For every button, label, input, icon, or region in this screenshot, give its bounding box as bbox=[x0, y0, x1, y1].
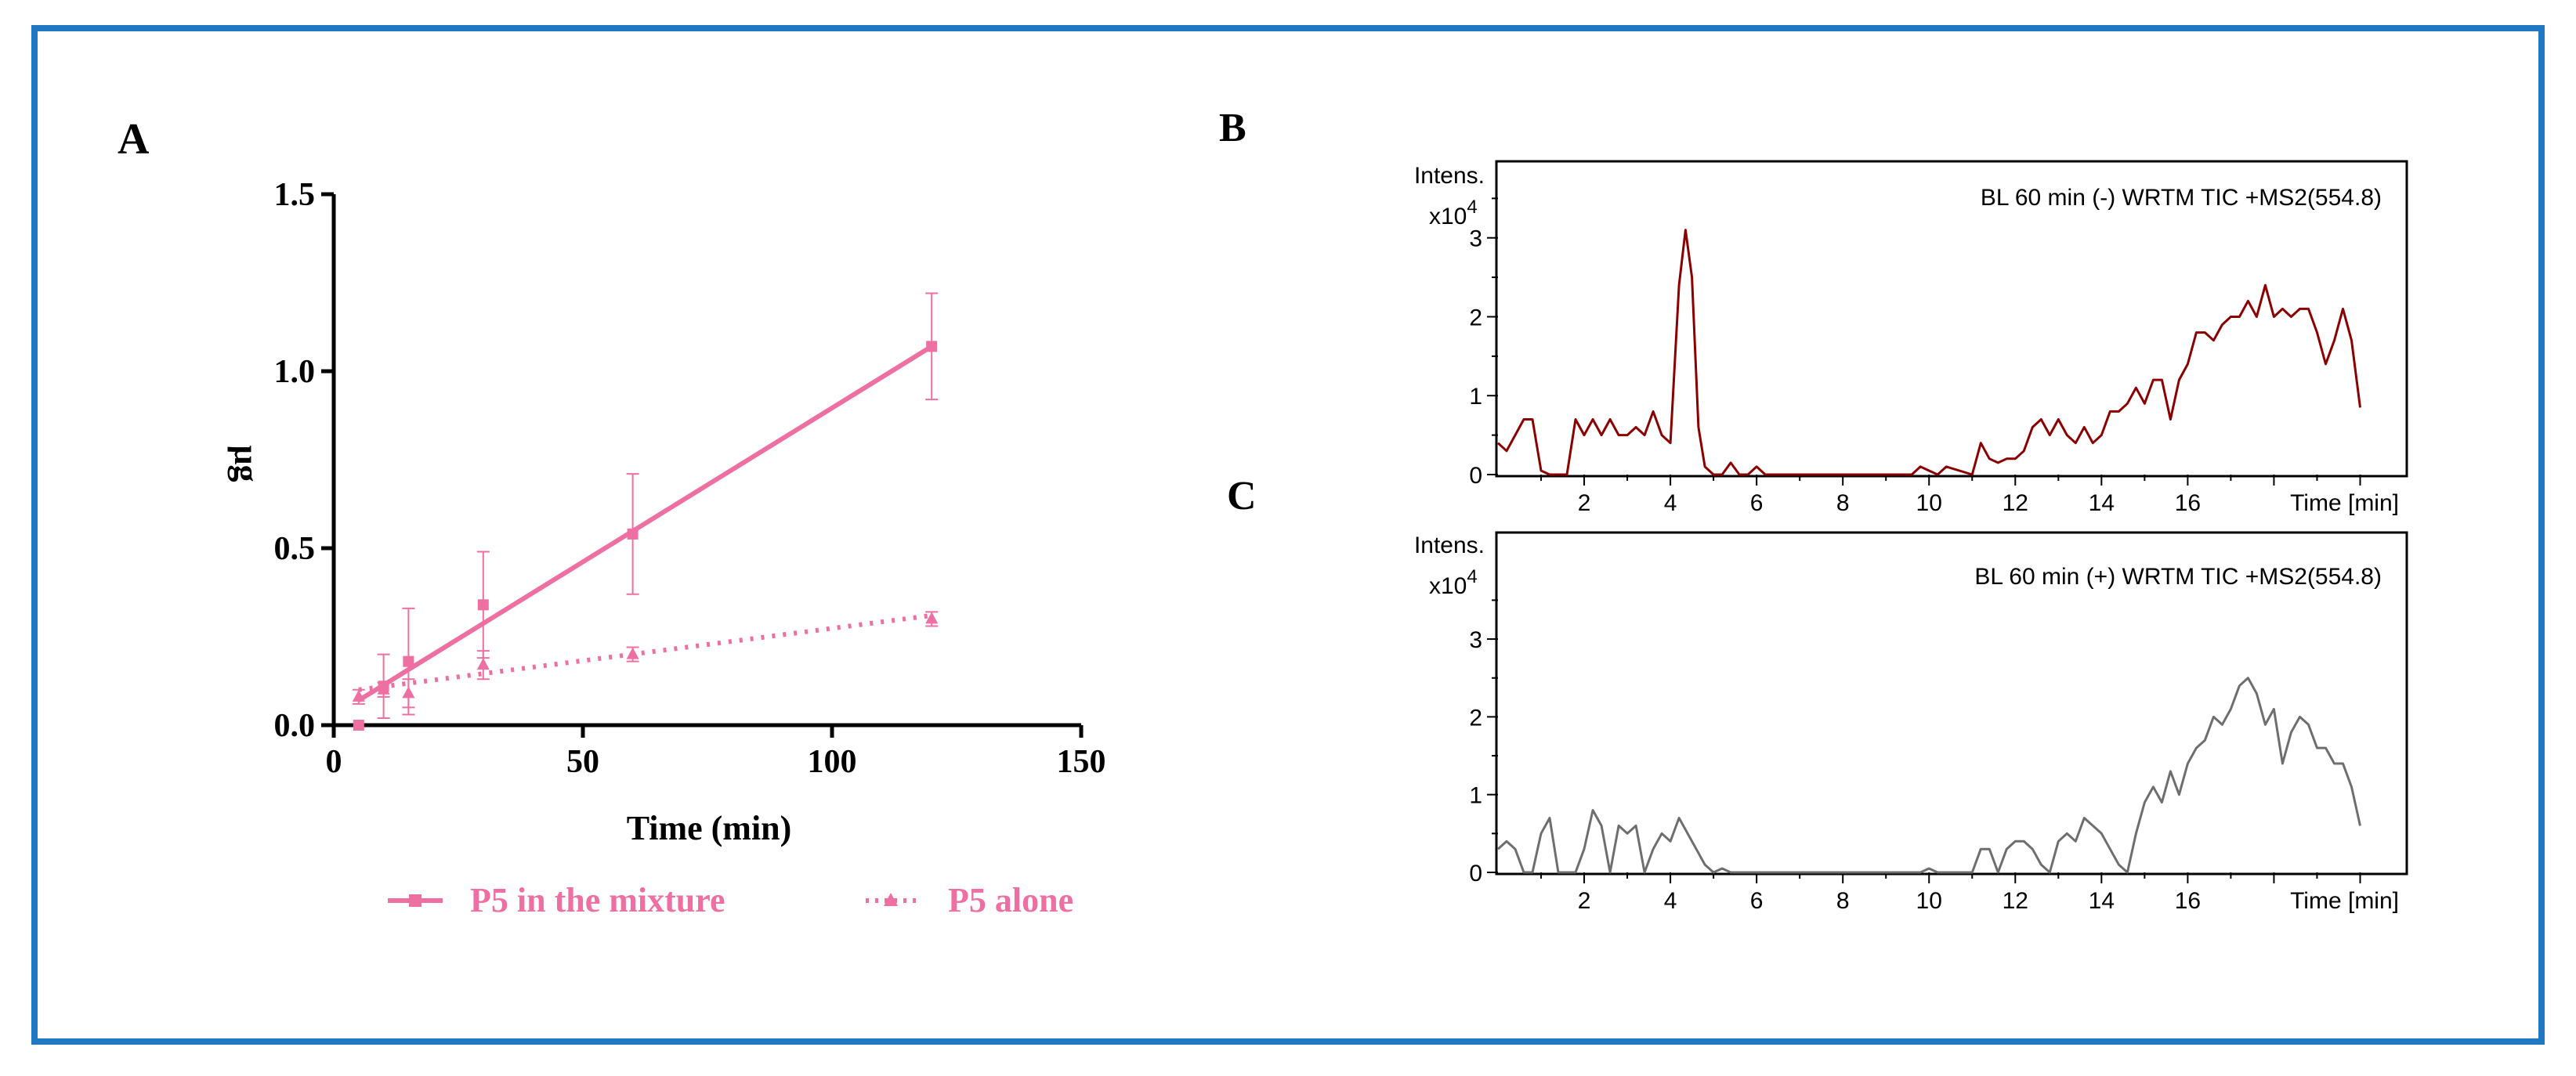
chart-a-point-alone bbox=[476, 658, 490, 670]
chart-c-xtick-label: 10 bbox=[1916, 888, 1942, 914]
chart-a-xtick-label: 100 bbox=[808, 744, 857, 780]
chart-c-ytick-label: 3 bbox=[1469, 627, 1482, 653]
chart-b-ytick-label: 2 bbox=[1469, 305, 1482, 330]
chart-a-point-mixture bbox=[627, 528, 639, 540]
chart-b-intens-label: Intens. bbox=[1414, 163, 1485, 189]
chart-a-point-mixture bbox=[353, 720, 364, 731]
chart-b-xtick-label: 8 bbox=[1836, 490, 1850, 516]
panel-label-c: C bbox=[1227, 474, 1257, 518]
chart-b-multiplier: x104 bbox=[1429, 197, 1478, 229]
chart-a-axes bbox=[331, 194, 1081, 728]
chart-b: Intens. x104 BL 60 min (-) WRTM TIC +MS2… bbox=[1414, 160, 2408, 516]
chart-c-trace bbox=[1496, 677, 2361, 874]
chart-b-xtick-label: 14 bbox=[2089, 490, 2115, 516]
chart-c-xtick-label: 4 bbox=[1664, 888, 1677, 914]
chart-b-xtick-label: 4 bbox=[1664, 490, 1677, 516]
legend-alone-label: P5 alone bbox=[948, 881, 1073, 919]
chart-a-ylabel: μg bbox=[227, 446, 266, 482]
chart-a-legend: P5 in the mixture P5 alone bbox=[388, 881, 1073, 919]
chart-a-ytick-label: 1.5 bbox=[274, 177, 316, 213]
panel-label-a: A bbox=[118, 115, 150, 164]
chart-b-ytick-label: 1 bbox=[1469, 384, 1482, 410]
chart-b-xtick-label: 6 bbox=[1750, 490, 1764, 516]
chart-c-xtick-label: 6 bbox=[1750, 888, 1764, 914]
chart-c-multiplier: x104 bbox=[1429, 566, 1478, 599]
chart-b-xtick-label: 12 bbox=[2003, 490, 2028, 516]
chart-b-xtick-label: 2 bbox=[1578, 490, 1591, 516]
chart-a-point-alone bbox=[925, 612, 939, 624]
chart-c-ytick-label: 2 bbox=[1469, 705, 1482, 731]
chart-a-point-mixture bbox=[403, 655, 414, 667]
chart-a-xlabel: Time (min) bbox=[627, 809, 792, 847]
legend-mixture-label: P5 in the mixture bbox=[470, 881, 725, 919]
panel-label-b: B bbox=[1219, 106, 1246, 150]
legend-alone-marker bbox=[884, 893, 898, 906]
chart-c-xtick-label: 8 bbox=[1836, 888, 1850, 914]
chart-a-point-alone bbox=[402, 686, 415, 699]
chart-c-xlabel: Time [min] bbox=[2290, 888, 2399, 914]
chart-b-trace bbox=[1496, 229, 2361, 476]
chart-a-series bbox=[352, 292, 939, 731]
chart-c-xtick-label: 12 bbox=[2003, 888, 2028, 914]
chart-a-ticks: 0.0 0.5 1.0 1.5 0 50 100 150 bbox=[274, 177, 1106, 780]
chart-a-fit-line-0 bbox=[357, 344, 933, 702]
chart-c-xtick-label: 14 bbox=[2089, 888, 2115, 914]
chart-a-point-mixture bbox=[926, 341, 938, 352]
chart-a-point-alone bbox=[352, 689, 365, 702]
chart-c-ytick-label: 0 bbox=[1469, 861, 1482, 886]
chart-c-xtick-label: 2 bbox=[1578, 888, 1591, 914]
chart-b-frame bbox=[1495, 160, 2408, 478]
chart-b-title: BL 60 min (-) WRTM TIC +MS2(554.8) bbox=[1981, 185, 2382, 211]
chart-b-xlabel: Time [min] bbox=[2290, 490, 2399, 516]
chart-a-xtick-label: 0 bbox=[326, 744, 342, 780]
chart-a-xtick-label: 50 bbox=[566, 744, 599, 780]
chart-a-fit-line-1 bbox=[358, 612, 932, 692]
chart-b-series bbox=[1496, 229, 2361, 476]
chart-a-ytick-label: 0.0 bbox=[274, 708, 316, 744]
chart-a-point-alone bbox=[377, 682, 390, 695]
chart-b-ytick-label: 0 bbox=[1469, 463, 1482, 489]
chart-c-intens-label: Intens. bbox=[1414, 533, 1485, 558]
chart-c-series bbox=[1496, 677, 2361, 874]
chart-b-xtick-label: 16 bbox=[2175, 490, 2201, 516]
chart-c-xtick-label: 16 bbox=[2175, 888, 2201, 914]
chart-c-ytick-label: 1 bbox=[1469, 783, 1482, 809]
chart-b-xtick-label: 10 bbox=[1916, 490, 1942, 516]
chart-c: Intens. x104 BL 60 min (+) WRTM TIC +MS2… bbox=[1414, 531, 2408, 914]
chart-b-ytick-label: 3 bbox=[1469, 226, 1482, 252]
figure-border bbox=[31, 25, 2545, 1045]
chart-a-xtick-label: 150 bbox=[1057, 744, 1106, 780]
chart-a-point-mixture bbox=[477, 599, 489, 611]
chart-a: 0.0 0.5 1.0 1.5 0 50 100 150 Time (min) μg P5 i… bbox=[227, 177, 1106, 919]
chart-c-frame bbox=[1495, 531, 2408, 876]
chart-a-ytick-label: 1.0 bbox=[274, 354, 316, 390]
chart-c-title: BL 60 min (+) WRTM TIC +MS2(554.8) bbox=[1974, 564, 2382, 590]
chart-a-point-alone bbox=[626, 647, 639, 659]
chart-a-ytick-label: 0.5 bbox=[274, 531, 316, 567]
legend-mixture-marker bbox=[409, 894, 421, 907]
